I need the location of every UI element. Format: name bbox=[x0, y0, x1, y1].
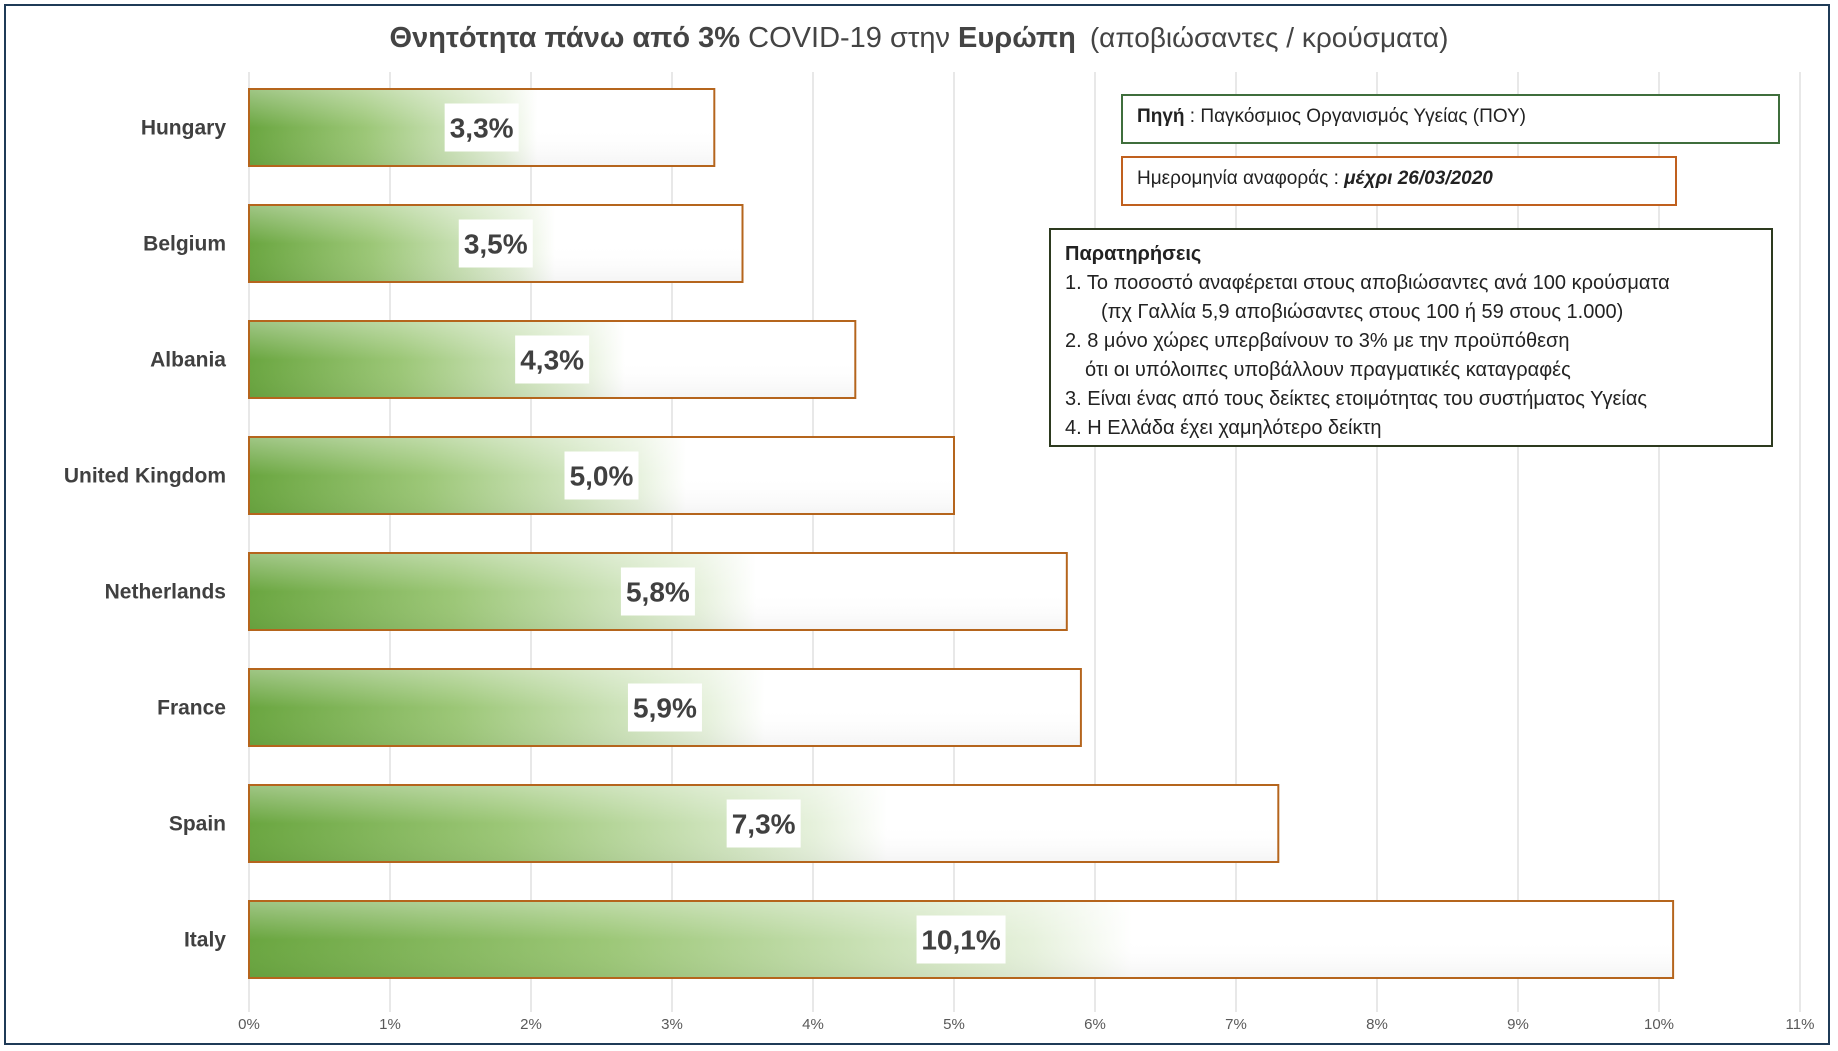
note-1: 1. Το ποσοστό αναφέρεται στους αποβιώσαν… bbox=[1065, 272, 1670, 294]
date-value: μέχρι 26/03/2020 bbox=[1344, 168, 1493, 189]
data-label: 4,3% bbox=[520, 345, 584, 376]
note-4: 4. Η Ελλάδα έχει χαμηλότερο δείκτη bbox=[1065, 417, 1382, 439]
source-label: Πηγή bbox=[1137, 106, 1185, 127]
x-tick-label: 9% bbox=[1507, 1016, 1529, 1033]
note-3: 3. Είναι ένας από τους δείκτες ετοιμότητ… bbox=[1065, 388, 1648, 410]
category-label: Hungary bbox=[141, 117, 227, 140]
data-label-bg bbox=[458, 219, 533, 268]
data-label: 5,8% bbox=[626, 577, 690, 608]
category-label: Belgium bbox=[143, 233, 226, 256]
source-box: Πηγή : Παγκόσμιος Οργανισμός Υγείας (ΠΟΥ… bbox=[1121, 94, 1780, 144]
notes-heading: Παρατηρήσεις bbox=[1065, 243, 1202, 265]
chart-frame bbox=[4, 4, 1830, 1045]
category-label: Spain bbox=[169, 813, 226, 836]
source-sep: : bbox=[1184, 106, 1201, 127]
data-label-bg bbox=[627, 683, 702, 732]
note-1-detail: (πχ Γαλλία 5,9 αποβιώσαντες στους 100 ή … bbox=[1101, 301, 1624, 323]
title-part3: Ευρώπη bbox=[958, 22, 1076, 54]
date-label: Ημερομηνία αναφοράς : bbox=[1137, 168, 1345, 189]
category-label: United Kingdom bbox=[64, 465, 226, 488]
data-label-bg bbox=[444, 103, 519, 152]
category-label: Italy bbox=[184, 929, 226, 952]
x-tick-label: 5% bbox=[943, 1016, 965, 1033]
source-text: Παγκόσμιος Οργανισμός Υγείας (ΠΟΥ) bbox=[1200, 106, 1526, 127]
chart-subtitle: (αποβιώσαντες / κρούσματα) bbox=[1089, 22, 1449, 53]
category-label: Albania bbox=[150, 349, 226, 372]
data-label-bg bbox=[916, 915, 1006, 964]
x-tick-label: 8% bbox=[1366, 1016, 1388, 1033]
data-label-bg bbox=[515, 335, 590, 384]
x-tick-label: 0% bbox=[238, 1016, 260, 1033]
category-label: France bbox=[157, 697, 226, 720]
category-label: Netherlands bbox=[105, 581, 226, 604]
data-label: 5,0% bbox=[570, 461, 634, 492]
x-tick-label: 4% bbox=[802, 1016, 824, 1033]
data-label: 7,3% bbox=[732, 809, 796, 840]
x-tick-label: 2% bbox=[520, 1016, 542, 1033]
chart-title: Θνητότητα πάνω από 3% COVID-19 στην Ευρώ… bbox=[0, 22, 1838, 55]
title-part1: Θνητότητα πάνω από 3% bbox=[389, 22, 741, 54]
data-label: 5,9% bbox=[633, 693, 697, 724]
data-label: 10,1% bbox=[921, 925, 1000, 956]
title-part2: COVID-19 στην bbox=[740, 22, 959, 54]
x-tick-label: 3% bbox=[661, 1016, 683, 1033]
data-label: 3,3% bbox=[450, 113, 514, 144]
x-tick-label: 1% bbox=[379, 1016, 401, 1033]
x-tick-label: 10% bbox=[1644, 1016, 1674, 1033]
note-2-detail: ότι οι υπόλοιπες υποβάλλουν πραγματικές … bbox=[1085, 359, 1571, 381]
data-label: 3,5% bbox=[464, 229, 528, 260]
data-label-bg bbox=[564, 451, 639, 500]
data-label-bg bbox=[620, 567, 695, 616]
date-box: Ημερομηνία αναφοράς : μέχρι 26/03/2020 bbox=[1121, 156, 1677, 206]
data-label-bg bbox=[726, 799, 801, 848]
x-tick-label: 11% bbox=[1786, 1016, 1815, 1033]
note-2: 2. 8 μόνο χώρες υπερβαίνουν το 3% με την… bbox=[1065, 330, 1570, 352]
x-tick-label: 7% bbox=[1225, 1016, 1247, 1033]
x-tick-label: 6% bbox=[1084, 1016, 1106, 1033]
notes-box: Παρατηρήσεις 1. Το ποσοστό αναφέρεται στ… bbox=[1049, 228, 1773, 447]
